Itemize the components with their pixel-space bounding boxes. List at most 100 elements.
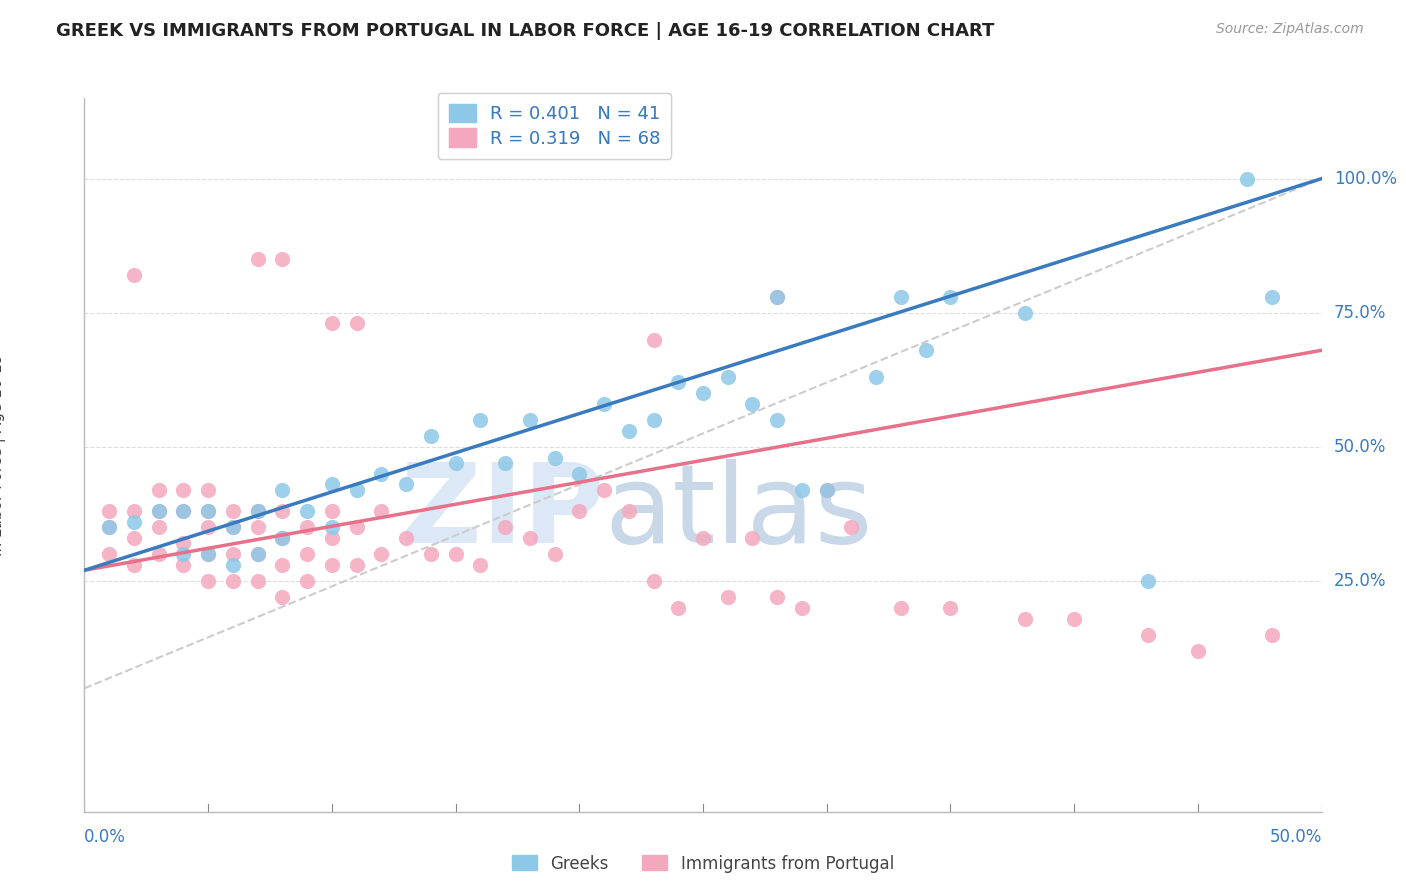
Point: [321, 504, 343, 518]
Point: [790, 483, 813, 497]
Point: [617, 504, 640, 518]
Point: [543, 450, 565, 465]
Point: [790, 600, 813, 615]
Point: [321, 520, 343, 534]
Point: [741, 531, 763, 545]
Point: [122, 531, 145, 545]
Point: [1137, 574, 1160, 588]
Point: [939, 600, 962, 615]
Point: [666, 600, 689, 615]
Point: [172, 504, 194, 518]
Point: [444, 456, 467, 470]
Point: [148, 504, 170, 518]
Point: [643, 574, 665, 588]
Point: [222, 558, 245, 572]
Point: [643, 413, 665, 427]
Point: [172, 504, 194, 518]
Point: [370, 504, 392, 518]
Point: [197, 574, 219, 588]
Point: [321, 558, 343, 572]
Point: [1137, 628, 1160, 642]
Point: [271, 590, 294, 604]
Point: [148, 520, 170, 534]
Point: [295, 547, 318, 561]
Point: [717, 590, 740, 604]
Text: 50.0%: 50.0%: [1334, 438, 1386, 456]
Point: [222, 520, 245, 534]
Point: [519, 531, 541, 545]
Point: [692, 531, 714, 545]
Point: [865, 370, 887, 384]
Point: [1187, 644, 1209, 658]
Point: [271, 252, 294, 266]
Point: [890, 290, 912, 304]
Point: [246, 520, 269, 534]
Point: [1261, 628, 1284, 642]
Point: [419, 547, 441, 561]
Point: [197, 504, 219, 518]
Point: [98, 520, 121, 534]
Text: GREEK VS IMMIGRANTS FROM PORTUGAL IN LABOR FORCE | AGE 16-19 CORRELATION CHART: GREEK VS IMMIGRANTS FROM PORTUGAL IN LAB…: [56, 22, 994, 40]
Legend: R = 0.401   N = 41, R = 0.319   N = 68: R = 0.401 N = 41, R = 0.319 N = 68: [437, 93, 671, 159]
Point: [494, 520, 516, 534]
Point: [346, 558, 368, 572]
Point: [295, 574, 318, 588]
Point: [419, 429, 441, 443]
Text: In Labor Force | Age 16-19: In Labor Force | Age 16-19: [0, 353, 6, 557]
Point: [197, 547, 219, 561]
Point: [666, 376, 689, 390]
Text: atlas: atlas: [605, 458, 873, 566]
Point: [815, 483, 838, 497]
Point: [98, 504, 121, 518]
Point: [766, 413, 789, 427]
Point: [98, 547, 121, 561]
Point: [321, 317, 343, 331]
Point: [470, 413, 492, 427]
Legend: Greeks, Immigrants from Portugal: Greeks, Immigrants from Portugal: [506, 848, 900, 880]
Point: [370, 467, 392, 481]
Point: [568, 467, 591, 481]
Text: 75.0%: 75.0%: [1334, 304, 1386, 322]
Point: [271, 483, 294, 497]
Point: [295, 520, 318, 534]
Point: [841, 520, 863, 534]
Point: [222, 574, 245, 588]
Point: [197, 483, 219, 497]
Point: [246, 547, 269, 561]
Point: [617, 424, 640, 438]
Point: [346, 520, 368, 534]
Point: [939, 290, 962, 304]
Point: [321, 531, 343, 545]
Point: [172, 536, 194, 550]
Point: [519, 413, 541, 427]
Point: [444, 547, 467, 561]
Text: Source: ZipAtlas.com: Source: ZipAtlas.com: [1216, 22, 1364, 37]
Point: [717, 370, 740, 384]
Point: [494, 456, 516, 470]
Point: [1236, 171, 1258, 186]
Point: [568, 504, 591, 518]
Point: [1014, 306, 1036, 320]
Point: [395, 531, 418, 545]
Point: [1014, 611, 1036, 625]
Point: [222, 504, 245, 518]
Point: [122, 515, 145, 529]
Point: [1063, 611, 1085, 625]
Point: [890, 600, 912, 615]
Point: [321, 477, 343, 491]
Point: [122, 504, 145, 518]
Point: [246, 574, 269, 588]
Point: [172, 483, 194, 497]
Text: 25.0%: 25.0%: [1334, 572, 1386, 590]
Point: [246, 547, 269, 561]
Text: 50.0%: 50.0%: [1270, 828, 1322, 846]
Point: [222, 520, 245, 534]
Text: ZIP: ZIP: [401, 458, 605, 566]
Point: [148, 504, 170, 518]
Point: [172, 547, 194, 561]
Point: [271, 504, 294, 518]
Point: [148, 547, 170, 561]
Point: [222, 547, 245, 561]
Point: [643, 333, 665, 347]
Point: [346, 317, 368, 331]
